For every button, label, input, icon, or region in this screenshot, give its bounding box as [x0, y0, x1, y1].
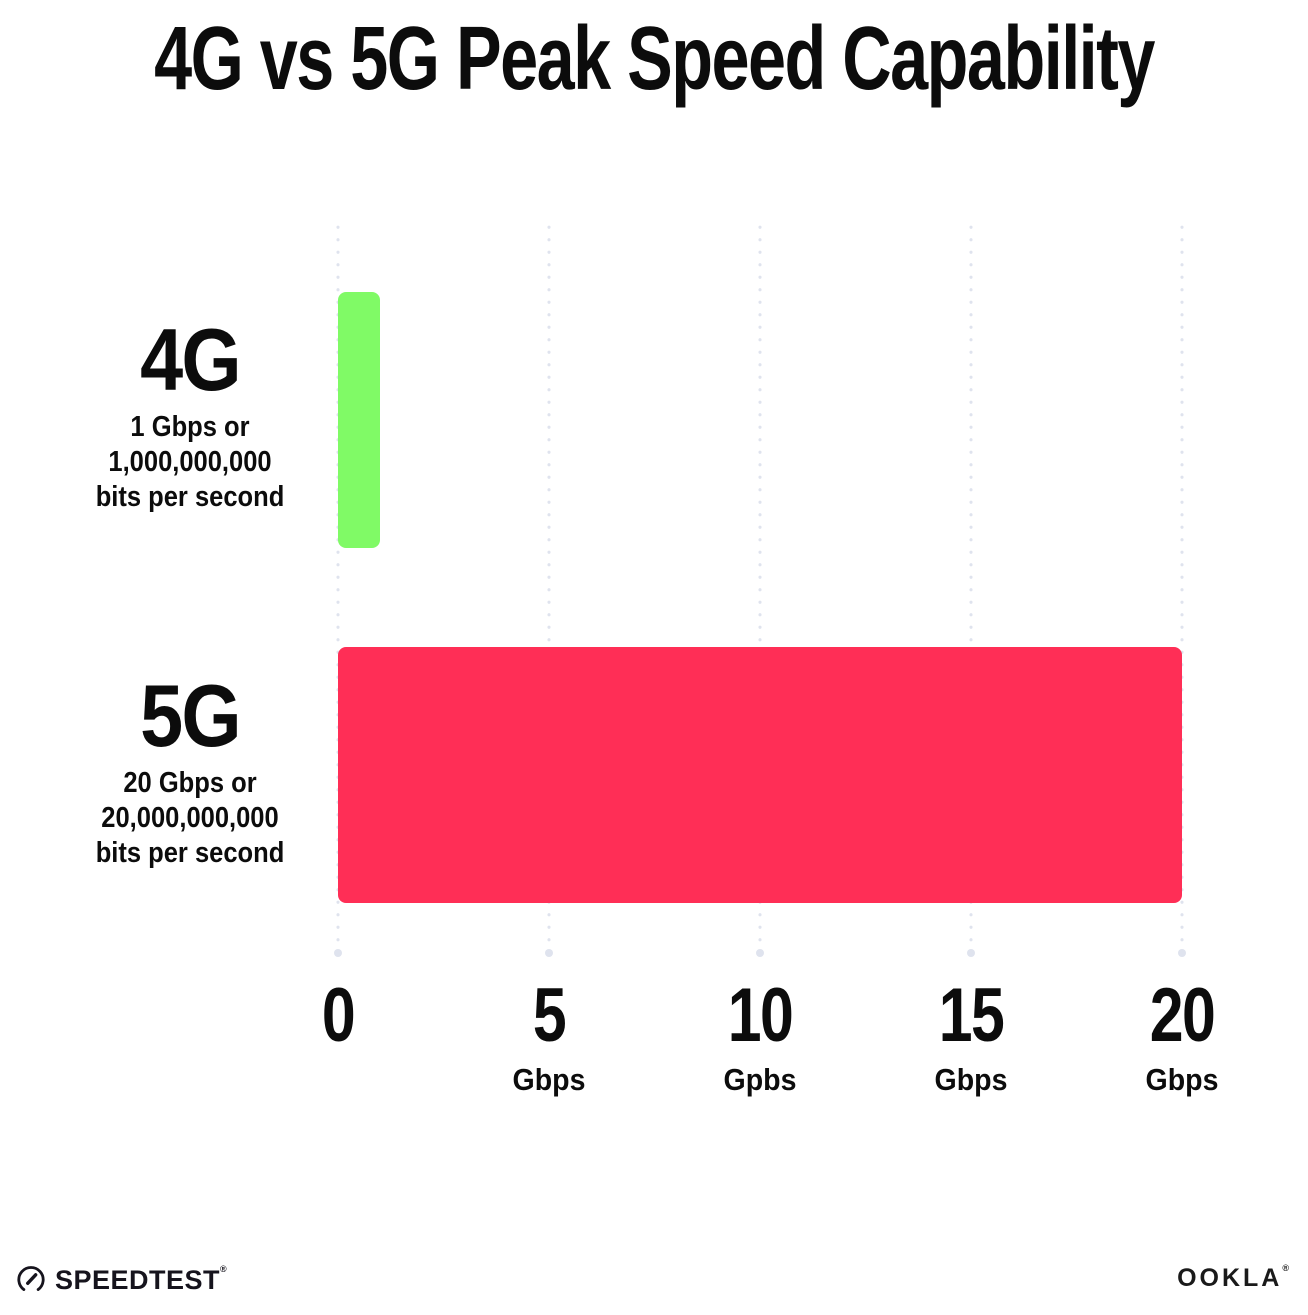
gridline-0: [336, 221, 340, 949]
x-tick-10-unit: Gpbs: [723, 1062, 797, 1097]
x-tick-20-unit: Gbps: [1145, 1062, 1219, 1097]
x-tick-15-value: 15: [938, 973, 1005, 1058]
gridline-5: [547, 221, 551, 949]
row-5g-sublabel: 20 Gbps or 20,000,000,000 bits per secon…: [49, 766, 331, 871]
x-tick-5-value: 5: [532, 973, 567, 1058]
row-4g-subline-1: 1 Gbps or: [130, 411, 250, 443]
row-5g-subline-3: bits per second: [95, 837, 285, 869]
speedtest-logo: SPEEDTEST®: [16, 1263, 228, 1295]
x-tick-20: 20 Gbps: [1142, 978, 1223, 1098]
row-5g-subline-1: 20 Gbps or: [123, 767, 257, 799]
x-tick-5: 5 Gbps: [509, 978, 588, 1098]
x-tick-10: 10 Gpbs: [720, 978, 801, 1098]
row-5g-name: 5G: [140, 666, 242, 765]
gridline-20: [1180, 221, 1184, 949]
x-tick-0: 0: [318, 978, 358, 1062]
x-tick-10-value: 10: [727, 973, 794, 1058]
row-4g-subline-3: bits per second: [95, 481, 285, 513]
ookla-wordmark: OOKLA: [1177, 1264, 1283, 1292]
speedtest-wordmark: SPEEDTEST®: [55, 1263, 228, 1295]
x-tick-15-unit: Gbps: [934, 1062, 1008, 1097]
row-4g-name: 4G: [140, 310, 242, 409]
row-5g-subline-2: 20,000,000,000: [101, 802, 279, 834]
row-4g-subline-2: 1,000,000,000: [108, 446, 272, 478]
ookla-reg-mark: ®: [1282, 1263, 1292, 1273]
bar-5g: [338, 647, 1182, 903]
bar-4g: [338, 292, 381, 548]
row-4g-sublabel: 1 Gbps or 1,000,000,000 bits per second: [49, 410, 331, 515]
x-tick-5-unit: Gbps: [512, 1062, 586, 1097]
x-tick-20-value: 20: [1149, 973, 1216, 1058]
ookla-logo: OOKLA®: [1177, 1263, 1292, 1292]
x-tick-0-value: 0: [321, 973, 356, 1058]
speedtest-reg-mark: ®: [220, 1263, 228, 1274]
x-tick-15: 15 Gbps: [931, 978, 1012, 1098]
row-label-5g: 5G 20 Gbps or 20,000,000,000 bits per se…: [49, 672, 331, 871]
speedtest-gauge-icon: [16, 1265, 46, 1295]
chart-title: 4G vs 5G Peak Speed Capability: [154, 9, 1155, 109]
gridline-10: [758, 221, 762, 949]
row-label-4g: 4G 1 Gbps or 1,000,000,000 bits per seco…: [49, 316, 331, 515]
gridline-15: [969, 221, 973, 949]
